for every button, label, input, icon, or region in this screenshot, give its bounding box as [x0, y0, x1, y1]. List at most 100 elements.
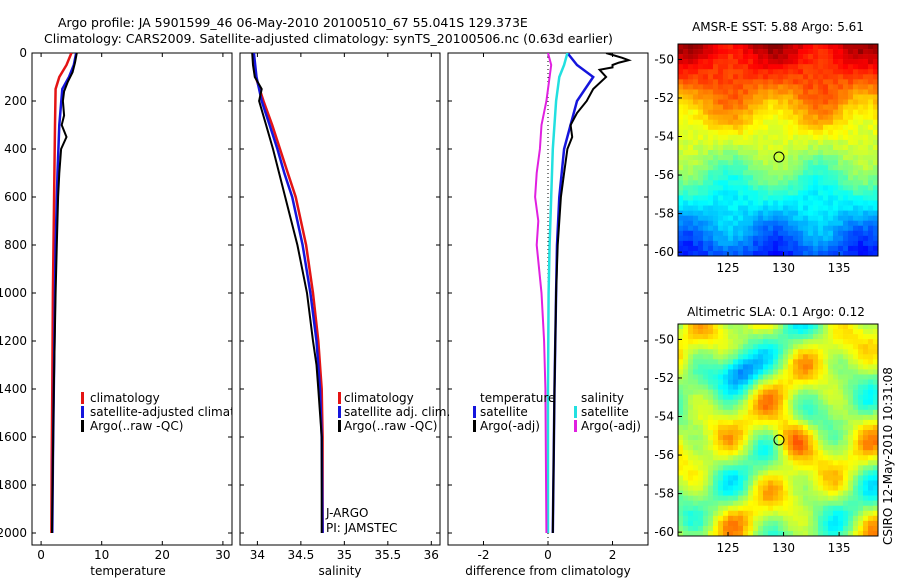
figure-title-line1: Argo profile: JA 5901599_46 06-May-2010 … — [58, 15, 528, 30]
sst-cell — [843, 205, 849, 211]
sst-cell — [718, 104, 724, 110]
sla-cell — [868, 384, 874, 390]
sst-cell — [833, 119, 839, 126]
sst-cell — [683, 119, 689, 126]
sla-cell — [838, 510, 844, 517]
sst-cell — [693, 104, 699, 110]
sla-cell — [698, 505, 704, 512]
sst-cell — [778, 235, 784, 242]
sst-cell — [698, 144, 704, 151]
sla-cell — [718, 344, 724, 350]
sla-cell — [828, 470, 834, 476]
sst-cell — [753, 160, 759, 166]
diff-salinity-argo-line — [534, 53, 553, 534]
sla-cell — [763, 404, 769, 411]
sla-cell — [748, 520, 754, 527]
sst-cell — [778, 210, 784, 216]
sst-cell — [803, 54, 809, 60]
sla-cell — [808, 505, 814, 512]
sst-cell — [788, 104, 794, 110]
sla-cell — [818, 394, 824, 401]
sla-cell — [843, 525, 849, 532]
sst-cell — [853, 129, 859, 136]
sst-cell — [698, 210, 704, 216]
sst-cell — [728, 44, 734, 50]
sla-cell — [848, 530, 854, 536]
sst-cell — [778, 175, 784, 181]
sla-cell — [698, 364, 704, 370]
sst-cell — [783, 215, 789, 221]
sst-cell — [868, 215, 874, 221]
sst-cell — [823, 144, 829, 151]
sla-cell — [798, 495, 804, 501]
sla-cell — [788, 364, 794, 370]
sst-cell — [738, 124, 744, 131]
sla-cell — [833, 520, 839, 527]
sla-cell — [758, 480, 764, 486]
sst-cell — [688, 200, 694, 206]
sla-cell — [823, 354, 829, 360]
legend-header-salinity: salinity — [581, 391, 624, 405]
sla-cell — [683, 515, 689, 522]
sst-cell — [853, 74, 859, 80]
sst-cell — [793, 59, 799, 65]
sst-cell — [718, 99, 724, 105]
sla-cell — [753, 324, 759, 330]
sla-cell — [863, 384, 869, 390]
sst-cell — [783, 175, 789, 181]
sla-cell — [758, 530, 764, 536]
sla-cell — [843, 440, 849, 446]
sla-cell — [868, 495, 874, 501]
sst-cell — [708, 144, 714, 151]
sst-cell — [698, 180, 704, 186]
sla-cell — [688, 324, 694, 330]
sla-cell — [703, 445, 709, 451]
sla-cell — [723, 430, 729, 436]
sla-cell — [748, 490, 754, 496]
sst-cell — [773, 215, 779, 221]
sla-cell — [683, 495, 689, 501]
sst-cell — [798, 79, 804, 85]
sla-cell — [738, 475, 744, 481]
sst-cell — [813, 114, 819, 121]
sst-cell — [758, 79, 764, 85]
sla-cell — [803, 414, 809, 421]
sla-cell — [793, 480, 799, 486]
sst-cell — [793, 129, 799, 136]
sla-cell — [813, 324, 819, 330]
sst-cell — [858, 54, 864, 60]
sst-cell — [693, 200, 699, 206]
sla-cell — [738, 374, 744, 380]
sla-cell — [848, 495, 854, 501]
sst-cell — [843, 225, 849, 232]
sla-cell — [863, 525, 869, 532]
sla-cell — [833, 354, 839, 360]
sla-cell — [858, 495, 864, 501]
sst-cell — [763, 230, 769, 237]
sst-cell — [743, 129, 749, 136]
sst-cell — [723, 190, 729, 196]
sla-cell — [698, 445, 704, 451]
sst-cell — [868, 175, 874, 181]
sst-cell — [873, 109, 878, 115]
sla-cell — [683, 430, 689, 436]
sst-cell — [703, 190, 709, 196]
sla-cell — [778, 470, 784, 476]
sla-cell — [868, 334, 874, 340]
sla-cell — [793, 339, 799, 345]
sst-cell — [863, 215, 869, 221]
sla-cell — [853, 520, 859, 527]
sst-cell — [823, 205, 829, 211]
sla-cell — [778, 440, 784, 446]
sla-cell — [743, 500, 749, 507]
sst-cell — [713, 54, 719, 60]
sst-cell — [813, 235, 819, 242]
sla-cell — [823, 344, 829, 350]
sst-cell — [828, 79, 834, 85]
sla-cell — [828, 369, 834, 375]
sst-cell — [838, 119, 844, 126]
sla-cell — [783, 460, 789, 466]
sla-cell — [733, 399, 739, 406]
sst-cell — [858, 99, 864, 105]
sla-cell — [713, 424, 719, 431]
